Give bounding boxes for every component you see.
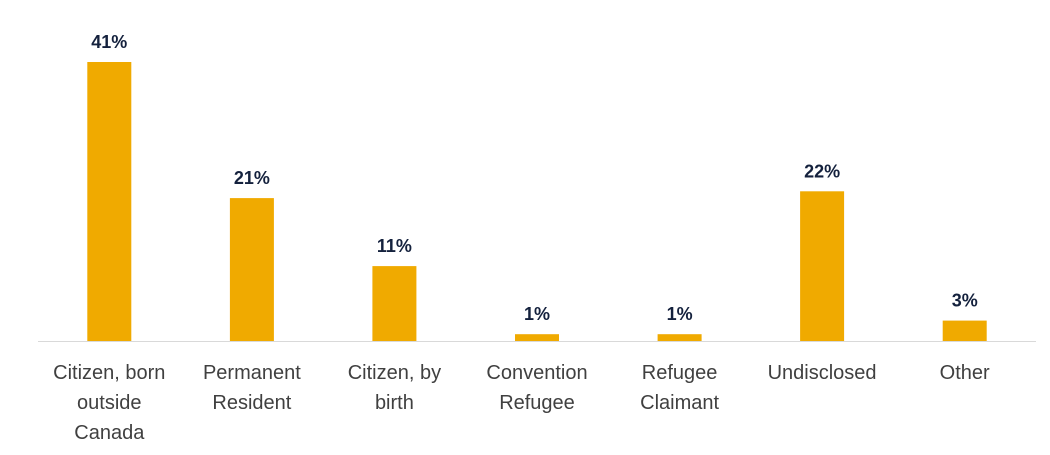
category-label-line: Refugee xyxy=(642,362,718,384)
category-label: Undisclosed xyxy=(768,362,877,384)
category-label-line: Citizen, by xyxy=(348,362,441,384)
category-label: Other xyxy=(940,362,990,384)
category-label-line: Permanent xyxy=(203,362,301,384)
category-label: Citizen, by birth xyxy=(348,362,441,414)
category-label-line: birth xyxy=(375,392,414,414)
category-label-line: Citizen, born xyxy=(53,362,165,384)
data-label: 21% xyxy=(234,168,270,188)
bar xyxy=(230,198,274,341)
category-label-line: Other xyxy=(940,362,990,384)
category-label-line: Resident xyxy=(212,392,291,414)
category-label: Citizen, born outside Canada xyxy=(53,362,165,444)
data-label: 41% xyxy=(91,32,127,52)
bar xyxy=(800,191,844,341)
category-label-line: Undisclosed xyxy=(768,362,877,384)
category-label: Refugee Claimant xyxy=(640,362,719,414)
bar xyxy=(372,266,416,341)
data-label: 22% xyxy=(804,161,840,181)
category-label-line: Refugee xyxy=(499,392,575,414)
bar xyxy=(658,334,702,341)
category-label: Permanent Resident xyxy=(203,362,301,414)
bar xyxy=(515,334,559,341)
category-label-line: Claimant xyxy=(640,392,719,414)
category-label-line: Canada xyxy=(74,422,145,444)
bar xyxy=(87,62,131,341)
data-label: 1% xyxy=(524,304,550,324)
data-label: 11% xyxy=(377,236,412,256)
category-label: Convention Refugee xyxy=(486,362,587,414)
category-label-line: Convention xyxy=(486,362,587,384)
category-label-line: outside xyxy=(77,392,142,414)
bar xyxy=(943,321,987,341)
data-label: 3% xyxy=(952,291,978,311)
data-label: 1% xyxy=(667,304,693,324)
